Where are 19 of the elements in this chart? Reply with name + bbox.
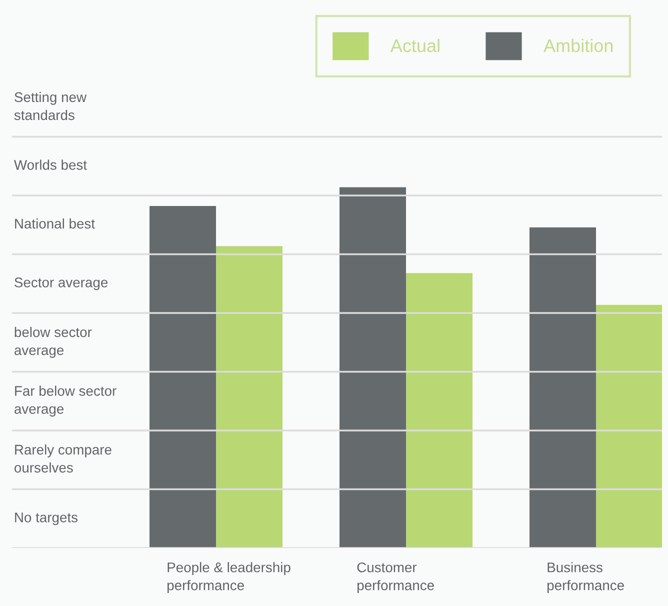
annotation: Far below sector average [14, 386, 116, 417]
annotation: below sector average [14, 326, 92, 358]
annotation: No targets [15, 512, 78, 526]
bar [150, 206, 216, 548]
annotation: National best [15, 218, 95, 229]
bar [340, 187, 406, 548]
x-tick-label: Business performance [547, 562, 624, 594]
legend-label: Ambition [544, 38, 613, 52]
x-tick-label: People & leadership performance [167, 562, 290, 594]
bar [596, 304, 662, 548]
bar [530, 227, 596, 548]
annotation: Rarely compare ourselves [14, 444, 112, 473]
x-tick-label: Customer performance [357, 562, 434, 594]
legend-label: Actual [390, 38, 440, 52]
annotation: Sector average [14, 278, 108, 290]
text: Setting new standards [14, 92, 87, 120]
bar [216, 246, 282, 548]
text: Worlds best [14, 160, 87, 170]
bar [406, 273, 472, 548]
